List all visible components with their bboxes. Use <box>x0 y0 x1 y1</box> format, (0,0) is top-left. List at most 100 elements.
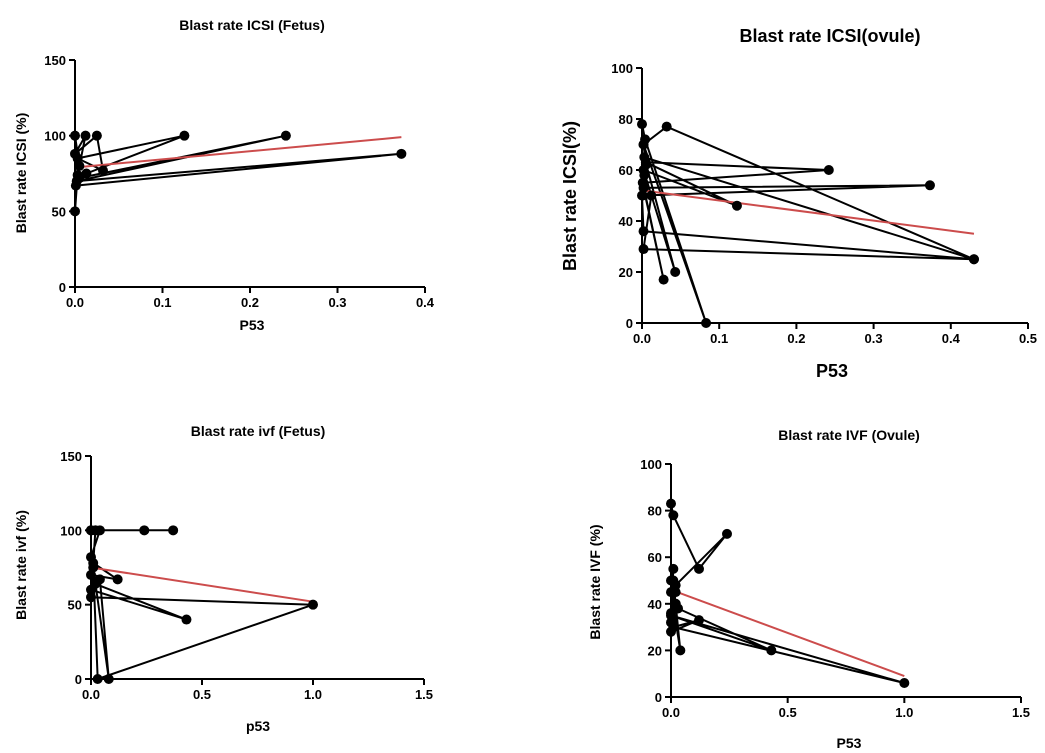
series-line <box>642 124 974 323</box>
data-point <box>701 318 711 328</box>
data-point <box>824 165 834 175</box>
data-point <box>73 170 83 180</box>
data-point <box>281 131 291 141</box>
trend-line <box>642 190 974 233</box>
data-point <box>899 678 909 688</box>
data-point <box>671 587 681 597</box>
trend-line <box>671 590 904 676</box>
data-point <box>694 564 704 574</box>
chart-title: Blast rate IVF (Ovule) <box>778 427 920 443</box>
plot-area: 0.0 0.1 0.2 0.3 0.4 0.5 0 20 40 60 80 100 <box>611 61 1037 346</box>
series-line <box>91 530 313 679</box>
data-point <box>639 244 649 254</box>
data-point <box>639 226 649 236</box>
data-point <box>969 254 979 264</box>
data-point <box>637 191 647 201</box>
y-tick-label: 100 <box>44 129 66 144</box>
data-point <box>666 627 676 637</box>
y-axis-label: Blast rate IVF (%) <box>587 524 603 639</box>
data-point <box>666 608 676 618</box>
y-axis-label: Blast rate ICSI(%) <box>560 121 580 271</box>
y-tick-label: 80 <box>619 112 633 127</box>
data-point <box>666 576 676 586</box>
x-tick-label: 0.2 <box>787 331 805 346</box>
y-tick-label: 0 <box>75 672 82 687</box>
x-tick-label: 0.5 <box>779 705 797 720</box>
x-tick-label: 0.5 <box>1019 331 1037 346</box>
data-point <box>639 140 649 150</box>
y-tick-label: 100 <box>640 457 662 472</box>
y-tick-label: 0 <box>59 280 66 295</box>
data-point <box>732 201 742 211</box>
y-tick-label: 80 <box>648 504 662 519</box>
x-tick-label: 0.3 <box>328 295 346 310</box>
x-tick-label: 0.3 <box>865 331 883 346</box>
data-point <box>662 122 672 132</box>
data-point <box>93 674 103 684</box>
data-point <box>139 525 149 535</box>
chart-title: Blast rate ivf (Fetus) <box>191 423 326 439</box>
data-point <box>675 645 685 655</box>
data-point <box>113 574 123 584</box>
chart-ivf-ovule: Blast rate IVF (Ovule) P53 Blast rate IV… <box>587 427 1030 751</box>
x-tick-label: 0.0 <box>82 687 100 702</box>
x-tick-label: 0.1 <box>153 295 171 310</box>
x-tick-label: 0.4 <box>942 331 961 346</box>
data-point <box>670 267 680 277</box>
data-point <box>668 564 678 574</box>
x-axis-label: P53 <box>240 317 265 333</box>
data-point <box>88 563 98 573</box>
y-tick-label: 100 <box>611 61 633 76</box>
data-point <box>70 206 80 216</box>
data-point <box>666 617 676 627</box>
x-tick-label: 0.5 <box>193 687 211 702</box>
x-tick-label: 0.0 <box>633 331 651 346</box>
plot-area: 0.0 0.5 1.0 1.5 0 50 100 150 <box>60 449 433 702</box>
data-point <box>646 191 656 201</box>
x-tick-label: 0.1 <box>710 331 728 346</box>
data-point <box>308 600 318 610</box>
y-axis-label: Blast rate ivf (%) <box>13 510 29 620</box>
series-line <box>75 136 401 212</box>
data-point <box>181 615 191 625</box>
data-point <box>179 131 189 141</box>
data-point <box>95 574 105 584</box>
data-point <box>694 615 704 625</box>
plot-area: 0.0 0.5 1.0 1.5 0 20 40 60 80 100 <box>640 457 1030 720</box>
y-tick-label: 40 <box>619 214 633 229</box>
data-point <box>659 275 669 285</box>
x-tick-label: 1.0 <box>895 705 913 720</box>
data-point <box>671 599 681 609</box>
data-point <box>71 181 81 191</box>
y-tick-label: 20 <box>619 265 633 280</box>
chart-title: Blast rate ICSI(ovule) <box>739 26 920 46</box>
data-point <box>90 525 100 535</box>
series-line <box>671 504 904 683</box>
data-point <box>637 119 647 129</box>
data-point <box>925 180 935 190</box>
x-tick-label: 1.5 <box>415 687 433 702</box>
trend-line <box>75 137 401 167</box>
chart-ivf-fetus: Blast rate ivf (Fetus) p53 Blast rate iv… <box>13 423 433 734</box>
x-axis-label: P53 <box>837 735 862 751</box>
data-point <box>396 149 406 159</box>
data-point <box>98 165 108 175</box>
data-point <box>73 153 83 163</box>
data-point <box>86 592 96 602</box>
data-point <box>668 510 678 520</box>
data-point <box>104 674 114 684</box>
x-tick-label: 0.0 <box>66 295 84 310</box>
y-tick-label: 0 <box>655 690 662 705</box>
data-point <box>168 525 178 535</box>
x-tick-label: 1.5 <box>1012 705 1030 720</box>
y-tick-label: 150 <box>60 449 82 464</box>
x-axis-label: p53 <box>246 718 270 734</box>
data-point <box>92 131 102 141</box>
data-point <box>766 645 776 655</box>
chart-icsi-fetus: Blast rate ICSI (Fetus) P53 Blast rate I… <box>13 17 435 333</box>
plot-area: 0.0 0.1 0.2 0.3 0.4 0 50 100 150 <box>44 53 435 310</box>
y-tick-label: 60 <box>619 163 633 178</box>
data-point <box>70 131 80 141</box>
x-tick-label: 0.0 <box>662 705 680 720</box>
